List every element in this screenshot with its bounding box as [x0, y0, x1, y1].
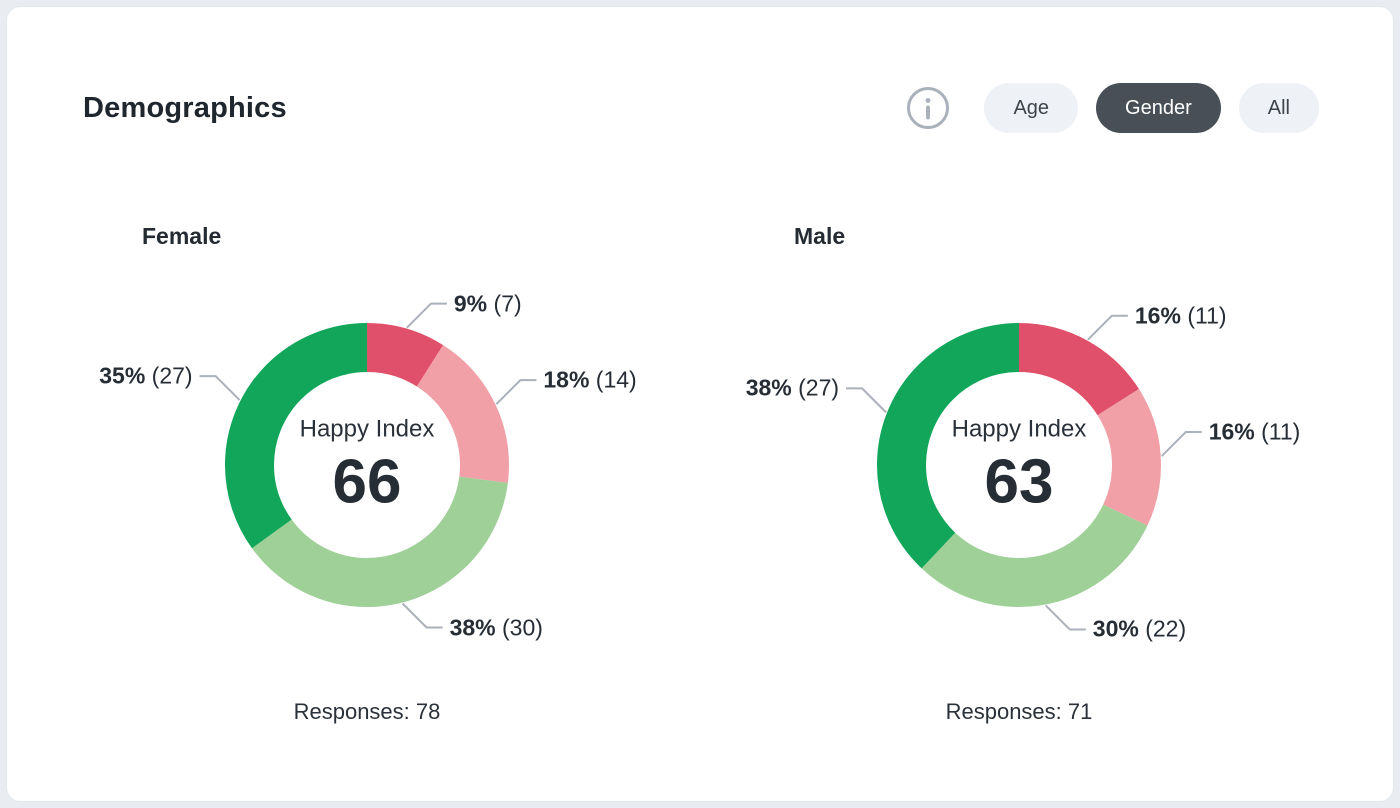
happy-index-label: Happy Index	[951, 415, 1087, 443]
donut-segment	[877, 323, 1161, 607]
segment-label: 30% (22)	[1092, 615, 1187, 642]
card-header: Demographics Age Gender All	[7, 7, 1393, 133]
label-leader-line	[846, 387, 887, 414]
female-chart-section: Female Happy Index 66 9% (7) 18% (14) 38% …	[87, 223, 647, 725]
label-leader-line	[1045, 604, 1086, 631]
male-donut-chart	[846, 314, 1202, 631]
segment-label: 38% (30)	[449, 614, 543, 640]
segment-label: 38% (27)	[745, 374, 840, 401]
chart-title-male: Male	[794, 223, 846, 249]
page-title: Demographics	[83, 91, 287, 124]
responses-value: 78	[415, 699, 441, 724]
label-leader-line	[199, 375, 241, 401]
label-leader-line	[1161, 431, 1202, 457]
segment-label: 35% (27)	[99, 362, 193, 389]
female-responses-text: Responses: 78	[87, 699, 647, 725]
female-donut-wrap: Happy Index 66 9% (7) 18% (14) 38% (30) 35%…	[87, 253, 647, 683]
label-leader-line	[401, 602, 443, 629]
happy-index-label: Happy Index	[299, 415, 435, 443]
chart-title-female: Female	[142, 223, 222, 249]
label-leader-line	[495, 379, 537, 405]
filter-age-button[interactable]: Age	[984, 83, 1079, 133]
info-icon[interactable]	[906, 86, 950, 130]
donut-segment	[877, 323, 1161, 607]
happy-index-value: 63	[984, 447, 1054, 517]
filter-all-button[interactable]: All	[1238, 83, 1319, 133]
charts-row: Female Happy Index 66 9% (7) 18% (14) 38% …	[7, 223, 1393, 725]
male-donut-wrap: Happy Index 63 16% (11) 16% (11) 30% (22) 3…	[739, 253, 1301, 683]
filter-controls: Age Gender All	[906, 83, 1319, 133]
responses-label: Responses:	[293, 699, 410, 724]
donut-segment	[225, 323, 509, 607]
male-chart-section: Male Happy Index 63 16% (11) 16% (11) 30% …	[739, 223, 1301, 725]
segment-label: 9% (7)	[453, 290, 522, 317]
responses-label: Responses:	[945, 699, 1062, 724]
segment-label: 16% (11)	[1134, 302, 1227, 329]
label-leader-line	[1087, 314, 1128, 341]
donut-segment	[877, 323, 1161, 607]
donut-segment	[225, 323, 509, 607]
demographics-card: Demographics Age Gender All Female	[6, 6, 1394, 802]
responses-value: 71	[1067, 699, 1093, 724]
female-donut-chart	[199, 302, 537, 629]
male-responses-text: Responses: 71	[739, 699, 1299, 725]
label-leader-line	[406, 302, 447, 329]
segment-label: 16% (11)	[1208, 418, 1301, 445]
female-donut-center: Happy Index 66	[257, 415, 477, 514]
donut-segment	[225, 323, 509, 607]
segment-label: 18% (14)	[543, 366, 637, 393]
male-donut-center: Happy Index 63	[909, 415, 1129, 514]
happy-index-value: 66	[332, 447, 402, 517]
filter-gender-button[interactable]: Gender	[1096, 83, 1221, 133]
